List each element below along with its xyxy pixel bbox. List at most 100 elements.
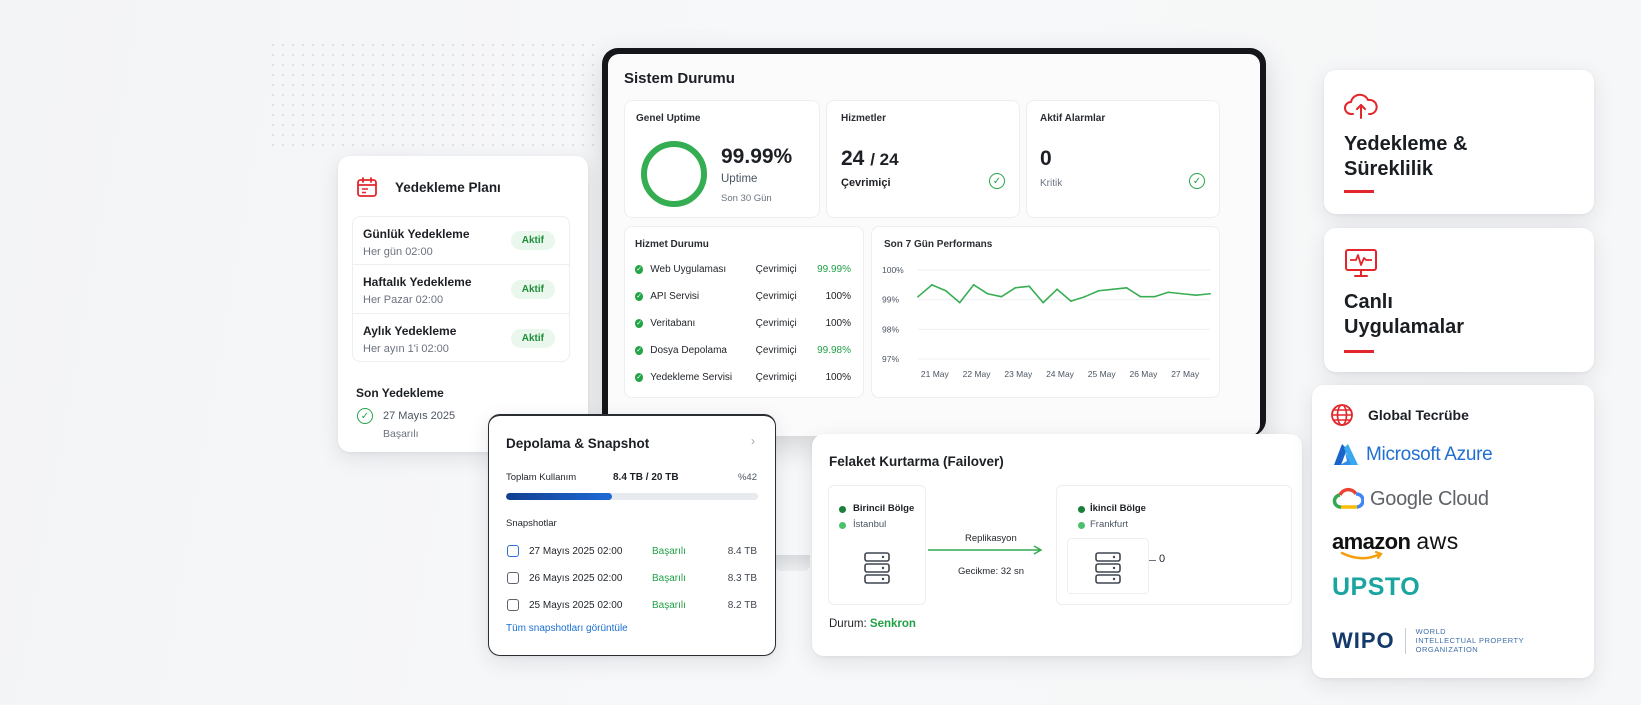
y-tick-label: 99%: [882, 295, 899, 305]
cloud-upload-icon: [1344, 93, 1378, 119]
check-icon: ✓: [635, 345, 644, 355]
data-point: [1111, 288, 1114, 291]
azure-logo: Microsoft Azure: [1332, 443, 1493, 467]
data-point: [1139, 295, 1142, 298]
data-point: [972, 283, 975, 286]
replication-label: Replikasyon: [965, 533, 1017, 544]
amazon-text: amazon: [1332, 529, 1411, 554]
x-tick-label: 27 May: [1171, 369, 1200, 379]
last-backup-date: 27 Mayıs 2025: [383, 410, 456, 422]
snapshot-size: 8.4 TB: [727, 545, 757, 557]
snapshot-date: 27 Mayıs 2025 02:00: [529, 545, 623, 557]
server-icon: [1095, 552, 1121, 584]
list-item[interactable]: Günlük Yedekleme Her gün 02:00 Aktif: [353, 217, 569, 265]
uptime-caption: Uptime: [721, 173, 758, 185]
uptime-ring: [641, 141, 707, 207]
check-icon: ✓: [635, 318, 644, 328]
snapshot-icon: [507, 545, 519, 557]
data-point: [958, 301, 961, 304]
view-all-snapshots-link[interactable]: Tüm snapshotları görüntüle: [506, 623, 628, 634]
x-tick-label: 26 May: [1129, 369, 1158, 379]
data-point: [1000, 295, 1003, 298]
status-dot: [1078, 522, 1085, 529]
chart-title: Son 7 Gün Performans: [884, 239, 993, 250]
last-backup-status: Başarılı: [383, 428, 419, 440]
uptime-label: Genel Uptime: [636, 113, 701, 124]
global-title: Global Tecrübe: [1368, 407, 1469, 423]
amazon-aws-logo: amazon aws: [1332, 528, 1459, 560]
google-cloud-logo: Google Cloud: [1332, 487, 1489, 511]
data-point: [1070, 300, 1072, 303]
service-pct: 100%: [825, 371, 852, 383]
y-tick-label: 98%: [882, 324, 899, 334]
data-point: [1167, 291, 1170, 294]
snapshot-row[interactable]: 25 Mayıs 2025 02:00 Başarılı 8.2 TB: [507, 597, 757, 613]
data-point: [917, 295, 919, 298]
data-point: [1056, 288, 1058, 291]
data-point: [1181, 292, 1184, 295]
system-status-screen: Sistem Durumu Genel Uptime 99.99% Uptime…: [608, 54, 1260, 436]
y-tick-label: 100%: [882, 265, 904, 275]
data-point: [1028, 285, 1031, 288]
status-dot: [1078, 506, 1085, 513]
aws-text: aws: [1416, 528, 1459, 554]
services-panel: Hizmetler 24 / 24 Çevrimiçi ✓: [826, 100, 1020, 218]
service-row: ✓ Yedekleme Servisi Çevrimiçi 100%: [635, 369, 851, 385]
upsto-logo: UPSTO: [1332, 573, 1421, 601]
alarms-panel: Aktif Alarmlar 0 Kritik ✓: [1026, 100, 1220, 218]
snapshot-row[interactable]: 26 Mayıs 2025 02:00 Başarılı 8.3 TB: [507, 570, 757, 586]
data-point: [1153, 295, 1156, 298]
primary-region-box: Birincil Bölge İstanbul: [828, 485, 926, 605]
service-pct: 99.99%: [817, 263, 852, 275]
list-item[interactable]: Haftalık Yedekleme Her Pazar 02:00 Aktif: [353, 266, 569, 314]
latency-label: Gecikme: 32 sn: [958, 566, 1024, 577]
data-point: [1209, 292, 1211, 295]
snapshot-status: Başarılı: [652, 599, 686, 611]
x-tick-label: 25 May: [1088, 369, 1117, 379]
sync-status: Durum: Senkron: [829, 618, 916, 630]
service-state: Çevrimiçi: [755, 317, 797, 329]
alarms-count: 0: [1040, 147, 1052, 170]
plan-schedule: Her Pazar 02:00: [363, 294, 444, 306]
service-row: ✓ Dosya Depolama Çevrimiçi 99.98%: [635, 342, 851, 358]
service-name: Veritabanı: [650, 317, 696, 329]
backup-plan-card: Yedekleme Planı Günlük Yedekleme Her gün…: [338, 156, 588, 452]
usage-label: Toplam Kullanım: [506, 472, 577, 483]
wipo-line: WORLD: [1415, 627, 1447, 636]
check-icon: ✓: [635, 264, 644, 274]
service-name: API Servisi: [650, 290, 700, 302]
wipo-divider: [1404, 627, 1406, 654]
wipo-subtitle: WORLD INTELLECTUAL PROPERTY ORGANIZATION: [1416, 627, 1524, 654]
wipo-line: ORGANIZATION: [1415, 645, 1479, 654]
check-icon: ✓: [635, 291, 644, 301]
list-item[interactable]: Aylık Yedekleme Her ayın 1'i 02:00 Aktif: [353, 315, 569, 361]
last-backup-title: Son Yedekleme: [356, 386, 444, 400]
check-icon: ✓: [1189, 173, 1205, 189]
chevron-right-icon[interactable]: ›: [751, 434, 755, 448]
service-name: Yedekleme Servisi: [650, 371, 733, 383]
data-point: [1014, 286, 1017, 289]
check-icon: ✓: [989, 173, 1005, 189]
snapshot-status: Başarılı: [652, 545, 686, 557]
data-point: [1097, 289, 1100, 292]
snapshot-size: 8.3 TB: [727, 572, 757, 584]
monitor-pulse-icon: [1345, 249, 1377, 277]
snapshot-row[interactable]: 27 Mayıs 2025 02:00 Başarılı 8.4 TB: [507, 543, 757, 559]
data-point: [1195, 294, 1197, 297]
service-row: ✓ Veritabanı Çevrimiçi 100%: [635, 315, 851, 331]
secondary-count: 0: [1159, 553, 1166, 565]
services-online: 24: [841, 147, 865, 170]
service-pct: 100%: [825, 317, 852, 329]
data-point: [1042, 301, 1045, 304]
status-dot: [839, 522, 846, 529]
performance-panel: Son 7 Gün Performans 100% 99% 98% 97% 21 May…: [871, 226, 1220, 398]
x-tick-label: 24 May: [1046, 369, 1075, 379]
live-apps-card: Canlı Uygulamalar: [1324, 228, 1594, 372]
accent-bar: [1344, 190, 1374, 193]
snapshot-date: 26 Mayıs 2025 02:00: [529, 572, 623, 584]
secondary-label: İkincil Bölge: [1090, 503, 1146, 514]
connector-line: [1149, 560, 1156, 561]
service-status-panel: Hizmet Durumu ✓ Web Uygulaması Çevrimiçi…: [624, 226, 864, 398]
services-caption: Çevrimiçi: [841, 177, 891, 189]
storage-snapshot-card: Depolama & Snapshot › Toplam Kullanım 8.…: [488, 414, 776, 656]
